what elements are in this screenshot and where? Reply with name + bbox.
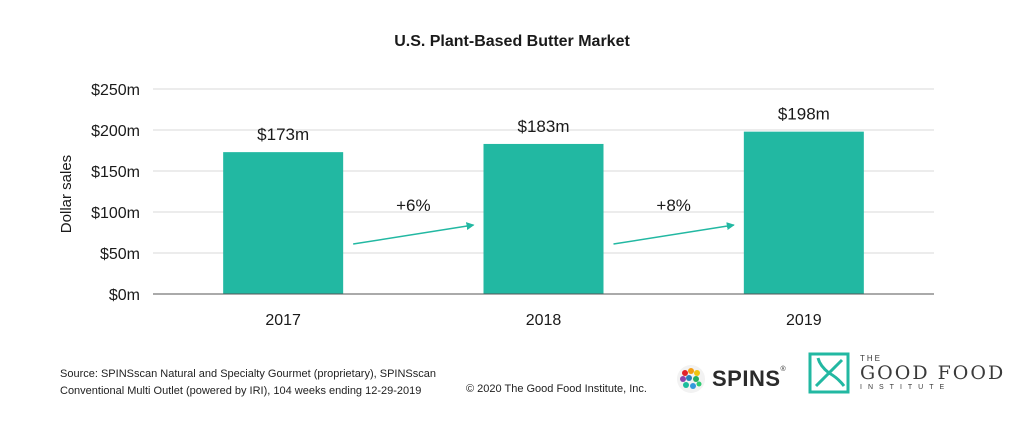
bars: $173m $183m $198m — [223, 105, 864, 294]
source-note: Source: SPINSscan Natural and Specialty … — [60, 366, 436, 400]
spins-wordmark: SPINS® — [712, 366, 787, 391]
source-line-2: Conventional Multi Outlet (powered by IR… — [60, 385, 422, 397]
gfi-the: THE — [860, 354, 882, 363]
gfi-logo: THE GOOD FOOD INSTITUTE — [808, 352, 1005, 394]
gfi-wordmark: THE GOOD FOOD INSTITUTE — [860, 354, 1006, 392]
gfi-name: GOOD FOOD — [860, 362, 1006, 384]
y-tick-label: $0m — [109, 287, 140, 304]
bar-chart: U.S. Plant-Based Butter Market Dollar sa… — [58, 33, 934, 329]
y-tick-label: $250m — [91, 82, 140, 99]
source-line-1: Source: SPINSscan Natural and Specialty … — [60, 368, 436, 380]
y-axis-label: Dollar sales — [58, 155, 75, 233]
growth-annotations: +6% +8% — [353, 196, 735, 245]
chart-title: U.S. Plant-Based Butter Market — [394, 33, 630, 50]
y-tick-label: $50m — [100, 246, 140, 263]
gfi-leaf-icon — [808, 352, 850, 394]
bar — [223, 152, 344, 294]
growth-label: +6% — [396, 196, 431, 215]
x-tick-label: 2018 — [526, 312, 562, 329]
x-axis-ticks: 2017 2018 2019 — [265, 312, 821, 329]
spins-logo: SPINS® — [676, 364, 786, 394]
spins-globe-icon — [677, 365, 705, 393]
x-tick-label: 2019 — [786, 312, 822, 329]
growth-label: +8% — [656, 196, 691, 215]
growth-arrow — [353, 222, 475, 245]
y-tick-label: $100m — [91, 205, 140, 222]
y-axis-ticks: $0m $50m $100m $150m $200m $250m — [91, 82, 140, 304]
y-tick-label: $150m — [91, 164, 140, 181]
bar — [483, 143, 604, 294]
gfi-institute: INSTITUTE — [860, 384, 951, 391]
data-label: $173m — [257, 125, 309, 144]
bar — [743, 131, 864, 294]
growth-arrow — [613, 222, 735, 245]
copyright-note: © 2020 The Good Food Institute, Inc. — [466, 383, 647, 395]
data-label: $183m — [518, 117, 570, 136]
x-tick-label: 2017 — [265, 312, 301, 329]
data-label: $198m — [778, 105, 830, 124]
y-tick-label: $200m — [91, 123, 140, 140]
